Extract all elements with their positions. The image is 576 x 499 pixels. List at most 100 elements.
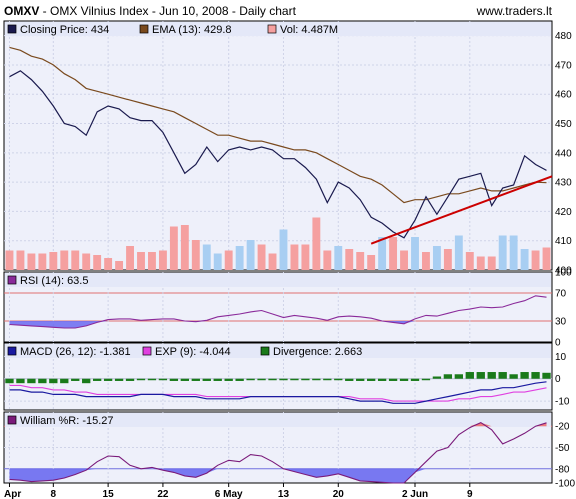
- volume-bar: [71, 250, 80, 270]
- divergence-bar: [38, 378, 47, 384]
- y-tick-label: -80: [555, 464, 570, 475]
- volume-bar: [367, 255, 376, 270]
- x-tick-label: 13: [278, 489, 290, 499]
- y-tick-label: 480: [555, 31, 572, 42]
- divergence-bar: [136, 378, 146, 381]
- divergence-bar: [465, 372, 474, 379]
- y-tick-label: 0: [555, 374, 561, 385]
- volume-bar: [202, 244, 211, 270]
- divergence-bar: [71, 378, 80, 381]
- volume-bar: [290, 244, 299, 270]
- panel-macd: -10 0 10 MACD (26, 12): -1.381 EXP (9): -4.0…: [3, 342, 570, 411]
- legend-bg: [5, 344, 551, 358]
- divergence-bar: [158, 378, 168, 381]
- y-tick-label: 450: [555, 119, 572, 130]
- divergence-bar: [268, 378, 277, 381]
- volume-bar: [531, 250, 540, 270]
- header-title-text: - OMX Vilnius Index - Jun 10, 2008 - Dai…: [39, 4, 296, 18]
- volume-bar: [432, 246, 441, 270]
- legend-label: Closing Price: 434: [20, 24, 109, 36]
- volume-bar: [158, 250, 167, 270]
- legend-swatch: [267, 24, 277, 34]
- volume-bar: [169, 226, 178, 270]
- y-tick-label: 10: [555, 352, 567, 363]
- divergence-bar: [92, 378, 102, 381]
- divergence-bar: [498, 372, 507, 379]
- trend-line: [370, 175, 553, 245]
- divergence-bar: [421, 378, 431, 381]
- divergence-bar: [191, 378, 200, 381]
- x-axis: Apr 8 15 22 6 May 13 20 2 Jun 9: [4, 483, 473, 499]
- legend-swatch: [260, 346, 270, 356]
- volume-bar: [323, 250, 332, 270]
- divergence-bar: [366, 378, 376, 381]
- x-tick-label: Apr: [4, 489, 21, 499]
- volume-bar: [487, 256, 496, 270]
- divergence-bar: [356, 378, 365, 381]
- divergence-bar: [301, 378, 310, 381]
- header-site[interactable]: www.traders.lt: [476, 4, 553, 18]
- divergence-bar: [279, 378, 288, 381]
- y-tick-label: 420: [555, 207, 572, 218]
- rsi-line: [9, 295, 547, 329]
- divergence-bar: [114, 378, 124, 381]
- legend-label: Divergence: 2.663: [273, 346, 362, 358]
- volume-bar: [5, 250, 14, 270]
- divergence-bar: [180, 378, 190, 381]
- divergence-bar: [312, 378, 321, 381]
- y-tick-label: -10: [555, 397, 570, 408]
- divergence-bar: [103, 378, 113, 381]
- volume-bar: [465, 252, 474, 270]
- divergence-bar: [542, 372, 551, 379]
- divergence-bar: [60, 378, 69, 384]
- volume-bar: [334, 246, 343, 270]
- rsi-oversold-fill: [9, 321, 547, 328]
- volume-bar: [345, 249, 354, 270]
- y-tick-label: 470: [555, 60, 572, 71]
- legend-macd: MACD (26, 12): -1.381 EXP (9): -4.044 Dive…: [5, 344, 551, 358]
- divergence-bar: [345, 378, 354, 381]
- header-title: OMXV - OMX Vilnius Index - Jun 10, 2008 …: [4, 4, 297, 18]
- volume-bar: [422, 252, 430, 270]
- divergence-bar: [399, 378, 409, 381]
- volume-bar: [301, 244, 310, 270]
- volume-bar: [520, 249, 529, 270]
- volume-bar: [476, 256, 485, 270]
- panel-rsi: 0 30 70 100 RSI (14): 63.5: [3, 268, 572, 349]
- divergence-bar: [82, 378, 91, 384]
- y-tick-label: -50: [555, 443, 570, 454]
- volume-bar: [257, 244, 266, 270]
- volume-bar: [148, 252, 156, 270]
- divergence-bar: [509, 374, 518, 379]
- y-tick-label: 460: [555, 90, 572, 101]
- legend-swatch: [7, 275, 17, 285]
- william-line: [9, 421, 547, 484]
- divergence-bar: [323, 378, 332, 381]
- legend-label: EXP (9): -4.044: [155, 346, 231, 358]
- panel-price: 400 410 420 430 440 450 460 470 480 Closing Price…: [3, 20, 572, 277]
- volume-bar: [389, 237, 398, 270]
- x-tick-label: 9: [467, 489, 473, 499]
- volume-bar: [443, 249, 452, 270]
- volume-bar: [509, 235, 518, 270]
- x-tick-label: 20: [333, 489, 345, 499]
- closing-price-line: [9, 70, 547, 239]
- volume-bar: [38, 253, 47, 270]
- legend-swatch: [139, 24, 149, 34]
- divergence-bar: [147, 378, 157, 381]
- y-tick-label: 70: [555, 289, 567, 300]
- legend-swatch: [7, 346, 17, 356]
- panel-will: -100 -80 -50 -20 William %R: -15.27: [3, 411, 575, 490]
- william-oversold-fill: [9, 468, 547, 483]
- volume-bar: [180, 225, 189, 270]
- volume-bar: [49, 252, 58, 270]
- legend-swatch: [7, 415, 17, 425]
- legend-bg: [5, 273, 551, 287]
- volume-bar: [224, 250, 233, 270]
- divergence-bar: [388, 378, 398, 381]
- volume-bar: [82, 253, 91, 270]
- panels: 400 410 420 430 440 450 460 470 480 Closing Price…: [3, 20, 575, 490]
- divergence-bar: [257, 378, 266, 381]
- y-tick-label: -100: [555, 479, 575, 490]
